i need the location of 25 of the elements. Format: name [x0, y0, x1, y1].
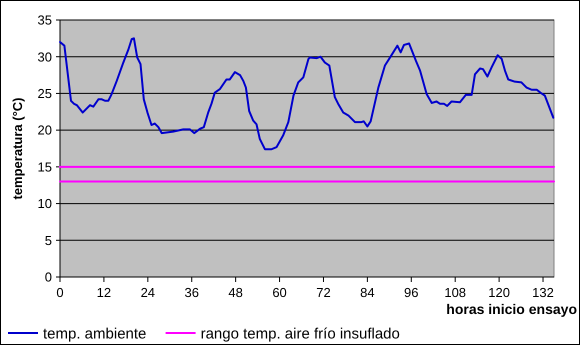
y-axis-title: temperatura (°C) [10, 98, 25, 200]
x-tick-label: 24 [140, 285, 156, 300]
x-tick-label: 36 [184, 285, 199, 300]
x-tick-label: 120 [488, 285, 510, 300]
line-series [59, 37, 554, 150]
x-axis-title: horas inicio ensayo [446, 301, 577, 317]
x-tick-label: 132 [532, 285, 554, 300]
y-tick-label: 15 [38, 159, 52, 174]
y-tick-label: 25 [38, 86, 52, 101]
y-tick-label: 30 [38, 49, 52, 64]
y-tick-label: 0 [44, 270, 52, 285]
x-tick-label: 96 [404, 285, 419, 300]
y-tick-label: 35 [38, 12, 52, 28]
x-tick-label: 84 [360, 285, 375, 300]
x-tick-label: 72 [316, 285, 331, 300]
legend-label: temp. ambiente [43, 325, 146, 342]
x-tick-label: 108 [444, 285, 466, 300]
legend-label: rango temp. aire frío insuflado [200, 325, 400, 342]
x-tick-label: 0 [56, 285, 64, 300]
y-tick-label: 20 [38, 122, 52, 138]
y-tick-label: 5 [44, 232, 52, 248]
x-tick-label: 48 [228, 285, 243, 300]
y-tick-label: 10 [38, 196, 52, 212]
x-tick-label: 12 [96, 285, 112, 300]
x-tick-label: 60 [272, 285, 287, 300]
